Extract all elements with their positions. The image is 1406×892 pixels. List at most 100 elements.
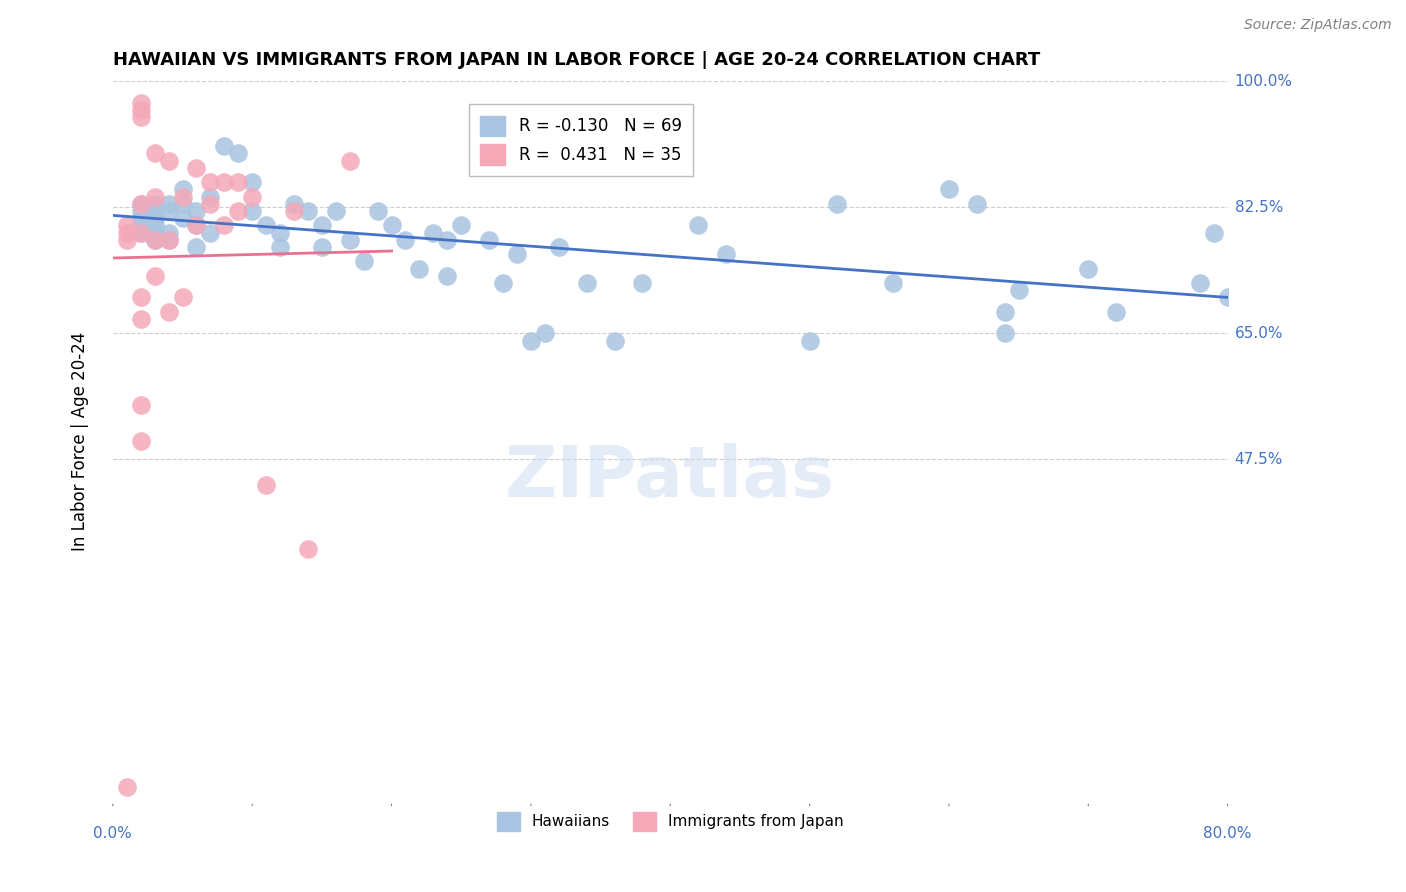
Point <box>714 247 737 261</box>
Point <box>129 226 152 240</box>
Point <box>450 219 472 233</box>
Text: 47.5%: 47.5% <box>1234 452 1282 467</box>
Point <box>129 398 152 412</box>
Point <box>339 153 361 168</box>
Point <box>214 175 236 189</box>
Point <box>143 226 166 240</box>
Text: 82.5%: 82.5% <box>1234 200 1282 215</box>
Point <box>115 226 138 240</box>
Text: Source: ZipAtlas.com: Source: ZipAtlas.com <box>1244 18 1392 32</box>
Point <box>143 189 166 203</box>
Text: ZIPatlas: ZIPatlas <box>505 442 835 512</box>
Point <box>1077 261 1099 276</box>
Point <box>339 233 361 247</box>
Point <box>506 247 529 261</box>
Point <box>269 226 291 240</box>
Point <box>254 219 277 233</box>
Point <box>200 196 222 211</box>
Point <box>547 240 569 254</box>
Point <box>297 542 319 557</box>
Point <box>143 196 166 211</box>
Point <box>157 196 180 211</box>
Point <box>994 304 1017 318</box>
Point <box>214 219 236 233</box>
Point <box>143 146 166 161</box>
Point <box>172 290 194 304</box>
Point <box>938 182 960 196</box>
Point <box>240 189 263 203</box>
Point <box>172 182 194 196</box>
Text: 65.0%: 65.0% <box>1234 326 1284 341</box>
Point <box>240 175 263 189</box>
Point <box>367 203 389 218</box>
Point <box>129 226 152 240</box>
Point <box>799 334 821 348</box>
Point <box>966 196 988 211</box>
Point <box>226 146 249 161</box>
Point <box>172 189 194 203</box>
Point <box>157 203 180 218</box>
Point <box>380 219 402 233</box>
Point <box>492 276 515 290</box>
Point <box>408 261 430 276</box>
Point <box>143 203 166 218</box>
Point <box>254 477 277 491</box>
Point <box>129 196 152 211</box>
Point <box>311 240 333 254</box>
Point <box>157 226 180 240</box>
Point <box>129 95 152 110</box>
Point <box>143 233 166 247</box>
Point <box>172 211 194 226</box>
Text: 100.0%: 100.0% <box>1234 74 1292 89</box>
Point <box>214 139 236 153</box>
Point <box>1202 226 1225 240</box>
Point <box>129 203 152 218</box>
Point <box>1105 304 1128 318</box>
Point <box>129 219 152 233</box>
Point <box>994 326 1017 341</box>
Point <box>157 304 180 318</box>
Point <box>143 211 166 226</box>
Point <box>200 175 222 189</box>
Point <box>688 219 710 233</box>
Point <box>186 219 208 233</box>
Point <box>283 196 305 211</box>
Point <box>186 240 208 254</box>
Text: 80.0%: 80.0% <box>1204 826 1251 841</box>
Point <box>603 334 626 348</box>
Point <box>534 326 557 341</box>
Point <box>143 219 166 233</box>
Point <box>436 268 458 283</box>
Point <box>1007 283 1029 297</box>
Text: 0.0%: 0.0% <box>93 826 132 841</box>
Point <box>129 434 152 449</box>
Point <box>226 203 249 218</box>
Point <box>129 312 152 326</box>
Point <box>325 203 347 218</box>
Point <box>882 276 904 290</box>
Point <box>143 268 166 283</box>
Point <box>269 240 291 254</box>
Point <box>186 219 208 233</box>
Point <box>129 111 152 125</box>
Point <box>827 196 849 211</box>
Point <box>631 276 654 290</box>
Point <box>200 226 222 240</box>
Point <box>143 233 166 247</box>
Point <box>172 196 194 211</box>
Point <box>311 219 333 233</box>
Point <box>1216 290 1239 304</box>
Point <box>436 233 458 247</box>
Point <box>129 196 152 211</box>
Point <box>157 153 180 168</box>
Point <box>478 233 501 247</box>
Point <box>115 233 138 247</box>
Point <box>129 103 152 117</box>
Text: HAWAIIAN VS IMMIGRANTS FROM JAPAN IN LABOR FORCE | AGE 20-24 CORRELATION CHART: HAWAIIAN VS IMMIGRANTS FROM JAPAN IN LAB… <box>112 51 1040 69</box>
Point <box>1188 276 1211 290</box>
Point <box>297 203 319 218</box>
Point <box>240 203 263 218</box>
Point <box>283 203 305 218</box>
Point <box>157 233 180 247</box>
Point <box>115 219 138 233</box>
